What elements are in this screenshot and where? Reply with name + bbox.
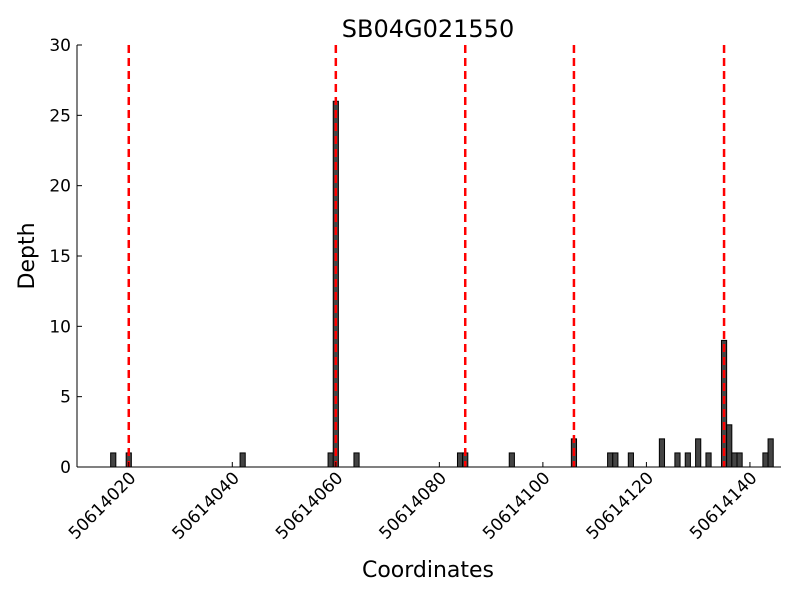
y-tick-label: 15: [49, 247, 71, 267]
depth-bar: [658, 438, 666, 468]
x-tick-label: 50614120: [583, 468, 658, 543]
depth-bar: [695, 438, 702, 468]
x-tick-label: 50614100: [479, 468, 554, 543]
x-tick-label: 50614040: [169, 468, 244, 543]
depth-bar: [612, 452, 619, 468]
depth-bar: [353, 452, 360, 468]
depth-bar: [239, 452, 246, 468]
depth-bar: [327, 452, 334, 468]
y-tick-label: 20: [49, 177, 71, 197]
depth-bar: [684, 452, 691, 468]
x-axis-label: Coordinates: [362, 558, 494, 583]
depth-bar: [731, 452, 738, 468]
y-tick-label: 30: [49, 36, 71, 56]
depth-bar: [607, 452, 614, 468]
depth-bar: [705, 452, 712, 468]
depth-bar: [674, 452, 681, 468]
depth-bar: [736, 452, 743, 468]
plot-area: 0 5 10 15 20 25 30 50614020 50614040 50614060 5061…: [49, 36, 781, 544]
chart-title: SB04G021550: [342, 15, 514, 43]
y-tick-label: 25: [49, 106, 71, 126]
y-tick-label: 10: [49, 317, 71, 337]
depth-bar: [508, 452, 515, 468]
y-tick-label: 0: [60, 458, 71, 478]
depth-bar: [110, 452, 117, 468]
y-axis-label: Depth: [15, 222, 40, 289]
depth-bar: [762, 452, 769, 468]
depth-bar: [627, 452, 634, 468]
x-tick-label: 50614080: [376, 468, 451, 543]
depth-bar: [456, 452, 464, 468]
x-tick-label: 50614140: [686, 468, 761, 543]
y-tick-label: 5: [60, 388, 71, 408]
depth-bar: [726, 424, 733, 468]
x-tick-label: 50614020: [65, 468, 140, 543]
x-tick-label: 50614060: [272, 468, 347, 543]
depth-bar: [767, 438, 774, 468]
